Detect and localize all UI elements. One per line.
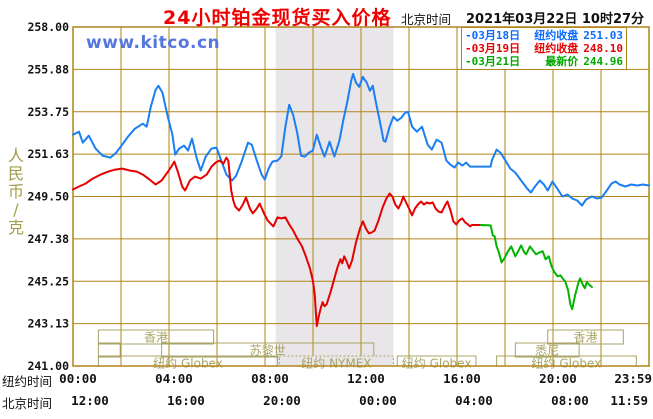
y-tick-label: 251.63 <box>27 147 69 161</box>
y-tick-label: 253.75 <box>27 105 69 119</box>
x-tick-ny: 04:00 <box>155 371 193 386</box>
plot-border <box>72 26 650 367</box>
legend-series-name: 纽约收盘 <box>534 29 579 42</box>
x-tick-bj: 16:00 <box>167 393 205 408</box>
legend-box: -03月18日 纽约收盘 251.03 -03月19日 纽约收盘 248.10 … <box>461 27 627 70</box>
session-label: 纽约 NYMEX <box>301 356 371 371</box>
y-tick-label: 241.00 <box>27 359 69 373</box>
legend-value: 248.10 <box>583 42 623 55</box>
x-tick-bj: 04:00 <box>455 393 493 408</box>
x-tick-ny: 16:00 <box>443 371 481 386</box>
x-tick-ny: 23:59 <box>614 371 652 386</box>
session-box <box>97 329 215 345</box>
session-label: 纽约 Globex <box>532 356 602 371</box>
datetime-label: 2021年03月22日 10时27分 <box>466 12 645 27</box>
x-tick-ny: 00:00 <box>59 371 97 386</box>
kitco-watermark-link[interactable]: www.kitco.cn <box>86 33 221 53</box>
y-tick-label: 249.50 <box>27 190 69 204</box>
y-tick-label: 247.38 <box>27 232 69 246</box>
price-line-0321-green <box>479 224 593 311</box>
price-line-0318-blue <box>72 72 650 207</box>
session-label: 香港 <box>573 331 597 345</box>
legend-date: -03月18日 <box>465 29 521 42</box>
session-label: 苏黎世 <box>250 344 286 358</box>
legend-series-name: 最新价 <box>545 55 579 68</box>
price-line-0319-red <box>72 156 482 328</box>
legend-date: -03月19日 <box>465 42 521 55</box>
x-tick-bj: 11:59 <box>610 393 648 408</box>
beijing-time-axis-label: 北京时间 <box>2 396 53 411</box>
x-tick-bj: 00:00 <box>359 393 397 408</box>
session-box <box>514 342 580 358</box>
x-tick-ny: 12:00 <box>347 371 385 386</box>
legend-row-0318: -03月18日 纽约收盘 251.03 <box>462 29 626 42</box>
legend-value: 251.03 <box>583 29 623 42</box>
y-tick-label: 255.88 <box>27 62 69 76</box>
y-axis-title: 人 民 币 / 克 <box>7 146 24 237</box>
x-tick-ny: 20:00 <box>539 371 577 386</box>
ny-time-axis-label: 纽约时间 <box>2 374 53 389</box>
session-label: 纽约 Globex <box>153 356 223 371</box>
x-tick-bj: 08:00 <box>551 393 589 408</box>
x-tick-bj: 12:00 <box>71 393 109 408</box>
legend-row-0321: -03月21日 最新价 244.96 <box>462 55 626 68</box>
page-title: 24小时铂金现货买入价格 <box>163 7 392 29</box>
x-tick-bj: 20:00 <box>263 393 301 408</box>
session-label: 纽约 Globex <box>402 356 472 371</box>
y-tick-label: 243.13 <box>27 317 69 331</box>
legend-row-0319: -03月19日 纽约收盘 248.10 <box>462 42 626 55</box>
session-label: 香港 <box>144 331 168 345</box>
beijing-time-label: 北京时间 <box>401 12 452 27</box>
x-tick-ny: 08:00 <box>251 371 289 386</box>
y-tick-label: 245.25 <box>27 274 69 288</box>
session-box <box>547 329 624 345</box>
legend-date: -03月21日 <box>465 55 521 68</box>
legend-series-name: 纽约收盘 <box>534 42 579 55</box>
session-label: 悉尼 <box>535 344 559 358</box>
session-box <box>161 342 375 358</box>
legend-value: 244.96 <box>583 55 623 68</box>
session-box <box>97 342 121 358</box>
y-tick-label: 258.00 <box>27 20 69 34</box>
